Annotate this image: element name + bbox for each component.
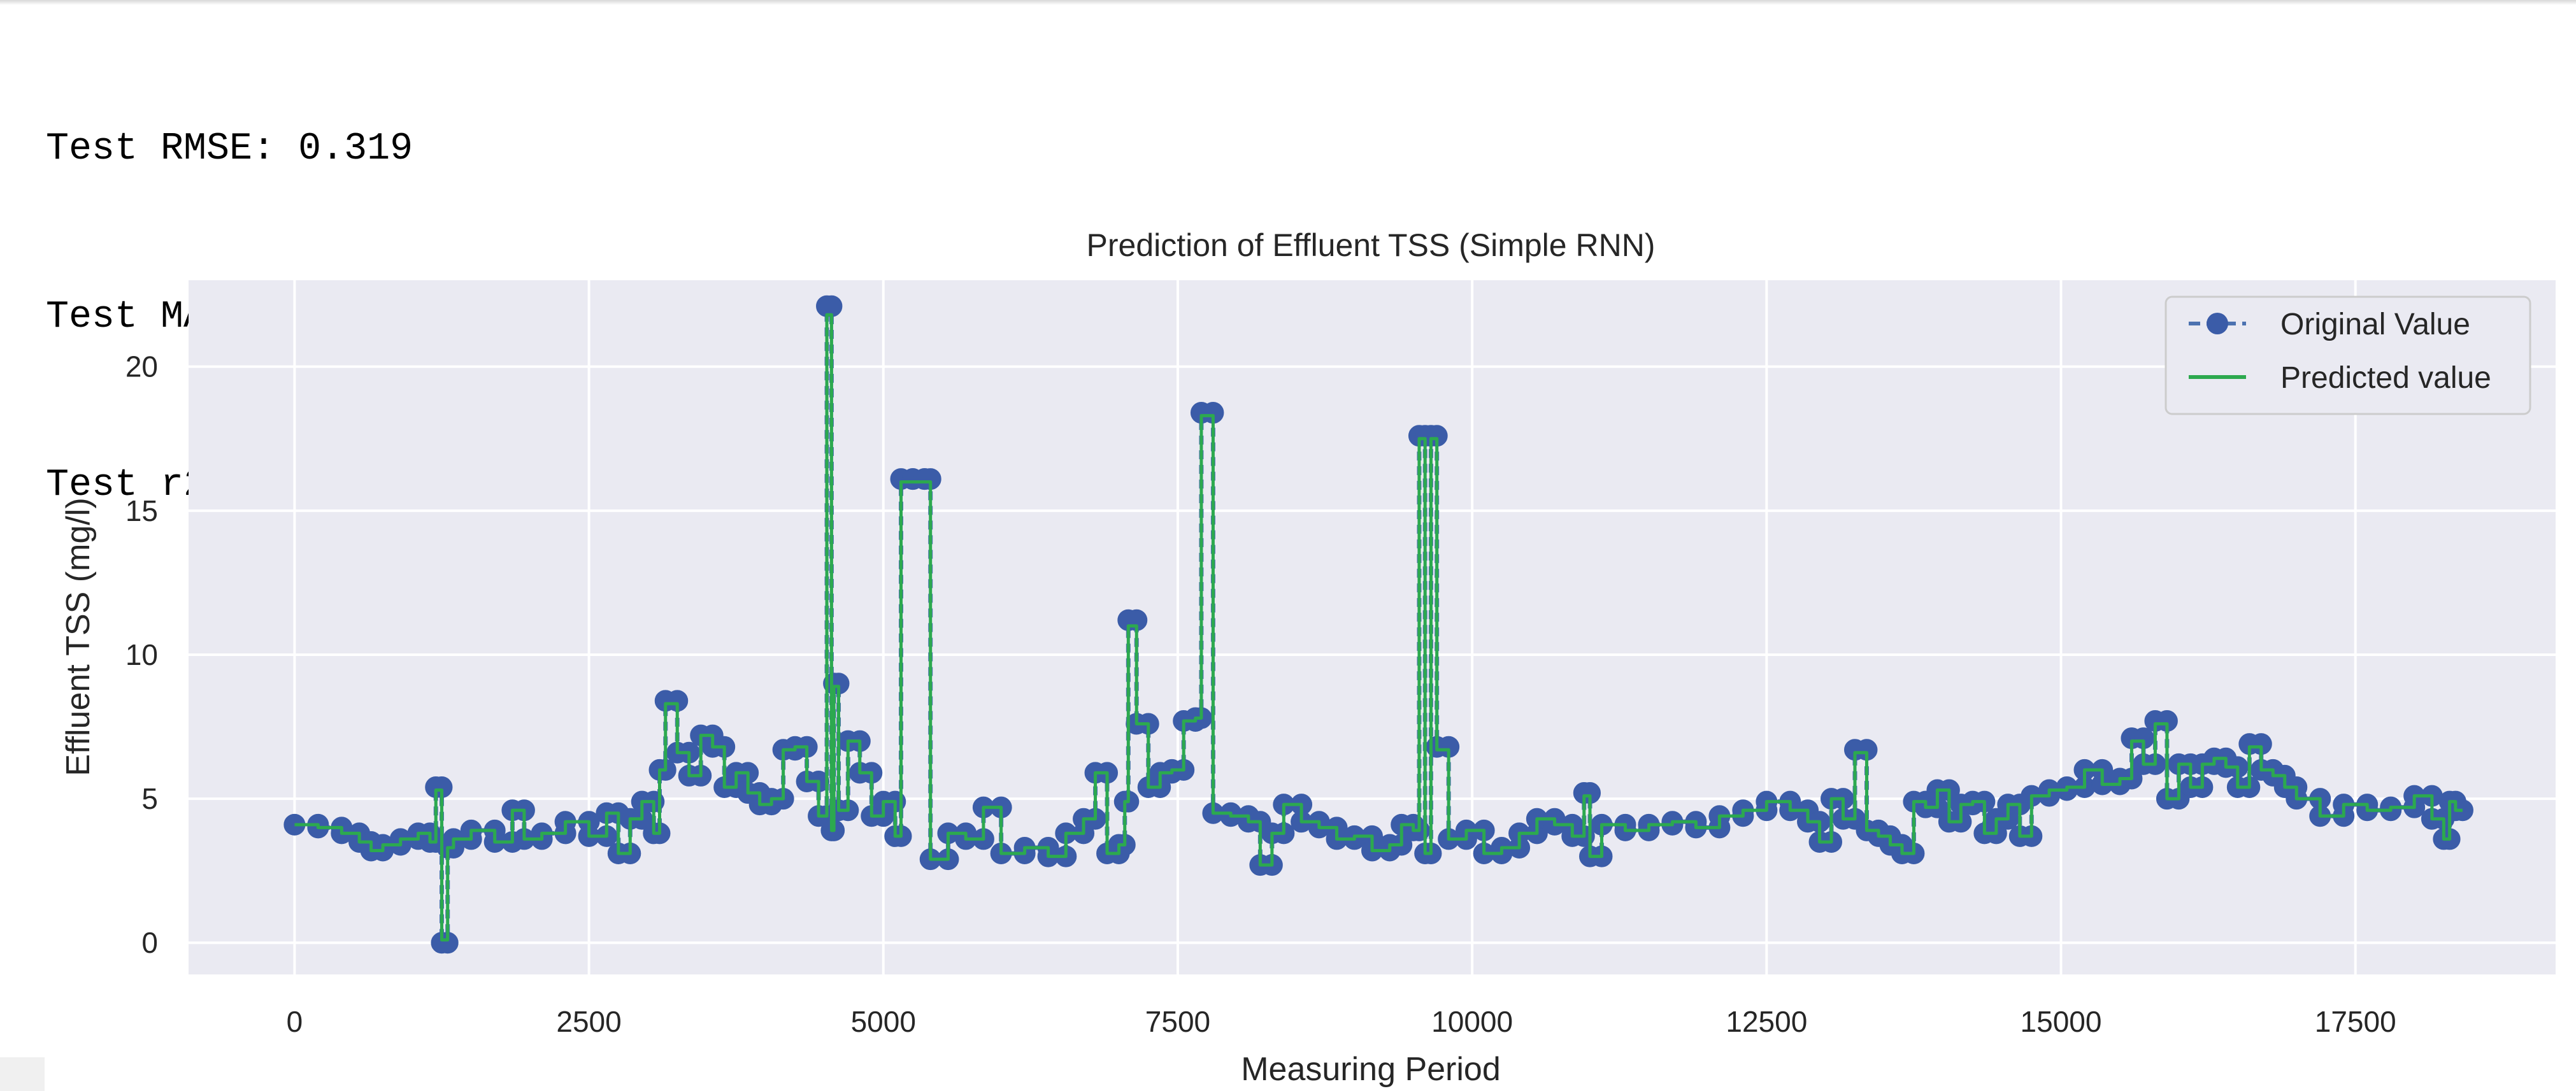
- y-axis-label: Effluent TSS (mg/l): [60, 497, 97, 776]
- chart-title: Prediction of Effluent TSS (Simple RNN): [1087, 227, 1656, 263]
- legend-box: [2165, 296, 2531, 415]
- x-tick-label: 0: [287, 1005, 303, 1038]
- legend-original-marker: [2207, 313, 2228, 334]
- test-rmse-text: Test RMSE: 0.319: [46, 127, 413, 171]
- x-tick-label: 7500: [1145, 1005, 1210, 1038]
- tick-labels: 0 2500 5000 7500 10000 12500 15000 17500 0 5 10 15 2…: [125, 350, 2396, 1038]
- y-tick-label: 15: [125, 494, 158, 527]
- series-predicted-value: [294, 313, 2463, 942]
- x-tick-label: 2500: [556, 1005, 621, 1038]
- scroll-corner: [0, 1057, 45, 1091]
- y-tick-label: 20: [125, 350, 158, 383]
- x-tick-label: 12500: [1726, 1005, 1807, 1038]
- y-tick-label: 0: [141, 926, 158, 959]
- x-tick-label: 15000: [2021, 1005, 2102, 1038]
- x-tick-label: 17500: [2315, 1005, 2396, 1038]
- x-axis-label: Measuring Period: [1241, 1051, 1501, 1088]
- y-tick-label: 10: [125, 638, 158, 671]
- legend-original-label: Original Value: [2280, 308, 2470, 341]
- y-tick-label: 5: [141, 782, 158, 815]
- predicted-value-line: [294, 313, 2463, 942]
- legend: Original Value Predicted value: [2165, 296, 2531, 415]
- x-tick-label: 10000: [1431, 1005, 1513, 1038]
- grid-lines: [189, 280, 2556, 974]
- x-tick-label: 5000: [851, 1005, 916, 1038]
- top-border: [0, 0, 2576, 5]
- legend-predicted-label: Predicted value: [2280, 361, 2491, 395]
